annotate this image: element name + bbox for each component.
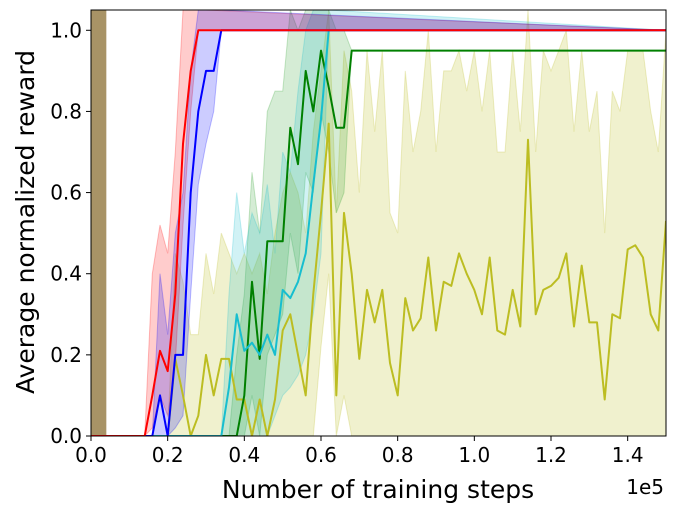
series-3-band [91,10,666,436]
series-2-line [91,29,666,436]
start-shaded-region [91,10,107,436]
y-tick-label: 1.0 [50,18,82,42]
y-tick-label: 0.2 [50,343,82,367]
series-lines [91,29,666,436]
x-axis-label: Number of training steps [222,475,534,504]
series-3-line [91,49,666,436]
y-tick-label: 0.8 [50,99,82,123]
x-tick-label: 0.8 [382,443,414,467]
plot-area [91,10,666,436]
x-axis-offset-label: 1e5 [626,475,664,499]
x-tick-label: 1.0 [458,443,490,467]
x-tick-label: 0.6 [305,443,337,467]
x-tick-label: 0.4 [228,443,260,467]
y-tick-label: 0.4 [50,262,82,286]
x-tick-label: 1.2 [535,443,567,467]
series-0-line [91,29,666,436]
y-tick-label: 0.6 [50,181,82,205]
x-tick-label: 0.0 [75,443,107,467]
y-axis-label: Average normalized reward [11,50,40,394]
x-tick-label: 0.2 [152,443,184,467]
y-tick-label: 0.0 [50,424,82,448]
x-axis-ticks: 0.0 0.2 0.4 0.6 0.8 1.0 1.2 1.4 [75,436,644,467]
series-0-band [91,10,666,436]
y-axis-ticks: 0.0 0.2 0.4 0.6 0.8 1.0 [50,18,91,448]
axes-frame [90,9,667,437]
series-1-band [91,10,666,436]
series-1-line [91,29,666,436]
x-tick-label: 1.4 [612,443,644,467]
